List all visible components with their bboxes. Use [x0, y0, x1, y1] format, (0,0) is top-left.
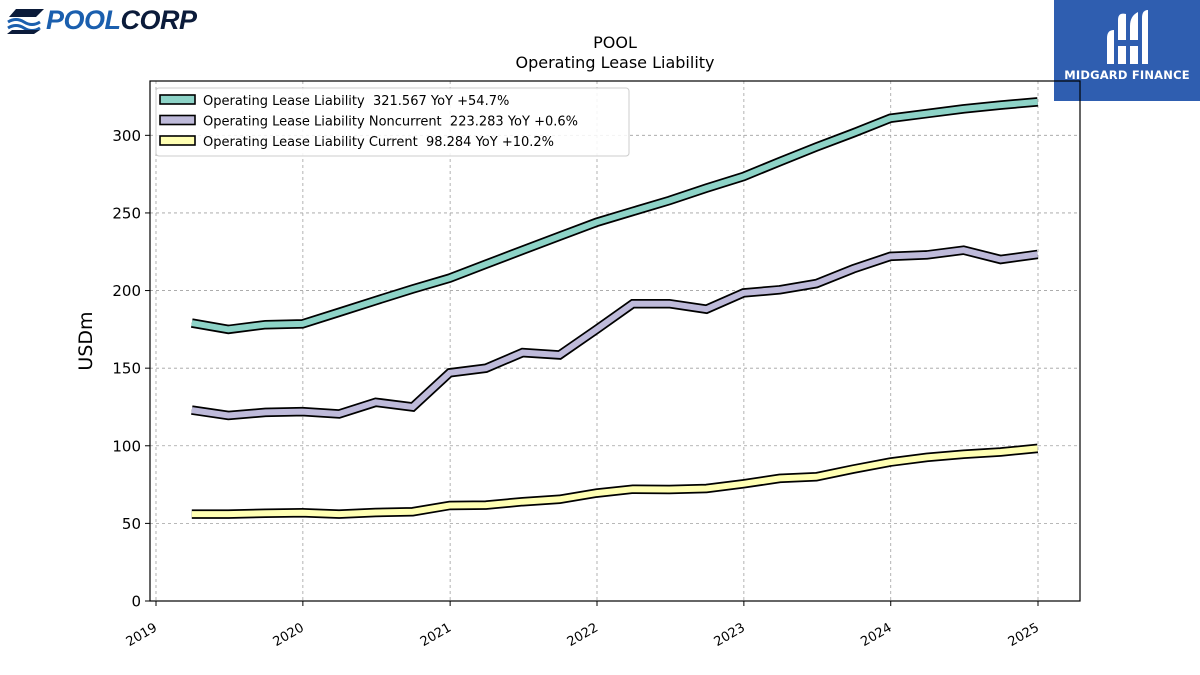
sponsor-name: MIDGARD FINANCE [1064, 68, 1190, 82]
chart-title: POOL [593, 33, 637, 52]
x-tick-label: 2020 [271, 620, 307, 650]
legend-box [155, 87, 630, 157]
legend-legend-value-0: 321.567 [373, 94, 427, 109]
legend-label-0: Operating Lease Liability 321.567 YoY +5… [203, 94, 509, 109]
y-tick-label: 150 [112, 360, 141, 378]
legend-label-2: Operating Lease Liability Current 98.284… [203, 135, 554, 150]
legend-label-1: Operating Lease Liability Noncurrent 223… [203, 115, 578, 130]
y-tick-label: 50 [122, 515, 141, 533]
midgard-finance-badge: MIDGARD FINANCE [1054, 0, 1200, 101]
midgard-m-icon [1107, 10, 1148, 65]
legend-legend-value-2: 98.284 [426, 135, 472, 150]
series-line-1 [191, 247, 1039, 419]
legend-legend-value-1: 223.283 [450, 115, 504, 130]
legend-swatch-2 [159, 135, 196, 146]
y-tick-label: 0 [131, 593, 141, 611]
y-tick-label: 200 [112, 282, 141, 300]
legend: Operating Lease Liability 321.567 YoY +5… [155, 87, 630, 157]
x-tick-label: 2024 [858, 620, 894, 650]
legend-name-1: Operating Lease Liability Noncurrent [203, 115, 442, 130]
x-tick-label: 2019 [124, 620, 160, 650]
legend-legend-yoy-2: YoY +10.2% [475, 135, 554, 150]
legend-swatch-1 [159, 114, 196, 126]
y-tick-label: 300 [112, 127, 141, 145]
y-tick-label: 100 [112, 437, 141, 455]
y-axis: 0 50 100 150 200 250 300 [112, 127, 150, 611]
plot-frame [149, 80, 1081, 602]
y-tick-label: 250 [112, 204, 141, 222]
series-outline-1 [191, 245, 1039, 421]
legend-legend-yoy-0: YoY +54.7% [430, 94, 509, 109]
wave-icon [7, 9, 44, 34]
series-lines [190, 97, 1039, 519]
series-line-0 [191, 98, 1038, 333]
logo-text-corp: CORP [120, 5, 198, 35]
y-axis-label: USDm [75, 311, 97, 370]
x-tick-label: 2023 [712, 620, 748, 650]
legend-name-0: Operating Lease Liability [203, 94, 365, 109]
grid [150, 81, 1080, 601]
chart-subtitle: Operating Lease Liability [515, 53, 714, 72]
legend-name-2: Operating Lease Liability Current [203, 135, 418, 150]
legend-legend-yoy-1: YoY +0.6% [507, 115, 578, 130]
logo-text-pool: POOL [46, 5, 121, 35]
series-line-2 [191, 445, 1038, 518]
poolcorp-logo: POOLCORP [6, 4, 216, 38]
x-axis: 2019 2020 2021 2022 2023 2024 2025 [124, 601, 1042, 650]
legend-swatch-0 [159, 94, 196, 105]
x-tick-label: 2021 [418, 620, 454, 650]
x-tick-label: 2022 [565, 620, 601, 650]
x-tick-label: 2025 [1006, 620, 1042, 650]
